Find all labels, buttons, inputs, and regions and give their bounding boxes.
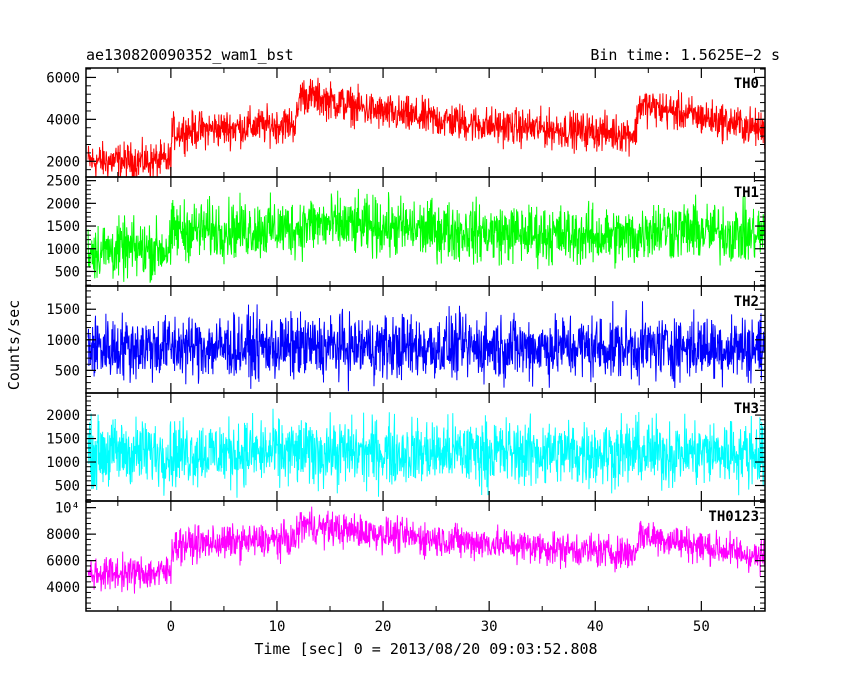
bin-time-label: Bin time: 1.5625E−2 s xyxy=(590,46,780,64)
y-tick-label-th0123: 10⁴ xyxy=(55,501,80,517)
x-tick-label: 0 xyxy=(167,619,175,635)
y-tick-label-th3: 2000 xyxy=(46,408,80,424)
series-line-th1 xyxy=(87,188,765,283)
panel-label-th3: TH3 xyxy=(734,401,759,417)
y-tick-label-th1: 2000 xyxy=(46,196,80,212)
y-tick-label-th0123: 4000 xyxy=(46,580,80,596)
y-tick-label-th0: 2000 xyxy=(46,154,80,170)
x-axis-label: Time [sec] 0 = 2013/08/20 09:03:52.808 xyxy=(254,640,597,658)
y-tick-label-th3: 500 xyxy=(55,479,80,495)
panel-label-th1: TH1 xyxy=(734,185,759,201)
x-tick-label: 50 xyxy=(693,619,710,635)
panel-th0123: 4000 6000 8000 10⁴ TH0123 xyxy=(46,500,766,612)
plot-title: ae130820090352_wam1_bst xyxy=(86,46,294,64)
y-tick-label-th3: 1000 xyxy=(46,455,80,471)
y-tick-label-th0: 6000 xyxy=(46,70,80,86)
series-line-th0 xyxy=(87,77,765,177)
y-tick-label-th2: 1000 xyxy=(46,333,80,349)
y-tick-label-th0123: 6000 xyxy=(46,554,80,570)
y-tick-label-th3: 1500 xyxy=(46,432,80,448)
y-tick-label-th1: 2500 xyxy=(46,174,80,190)
y-tick-label-th1: 1000 xyxy=(46,242,80,258)
y-tick-label-th2: 500 xyxy=(55,363,80,379)
panel-label-th0: TH0 xyxy=(734,76,759,92)
series-line-th2 xyxy=(87,301,765,392)
series-line-th3 xyxy=(87,408,765,498)
panel-label-th2: TH2 xyxy=(734,294,759,310)
panel-th2: 500 1000 1500 TH2 xyxy=(46,285,766,394)
panel-label-th0123: TH0123 xyxy=(708,509,759,525)
x-tick-label: 30 xyxy=(481,619,498,635)
x-tick-label: 40 xyxy=(587,619,604,635)
panel-frame-th0123 xyxy=(85,500,766,612)
x-tick-label: 20 xyxy=(375,619,392,635)
panel-th3: 500 1000 1500 2000 TH3 xyxy=(46,392,766,502)
y-tick-label-th2: 1500 xyxy=(46,302,80,318)
panel-th0: 2000 4000 6000 TH0 xyxy=(46,67,766,178)
y-tick-label-th0: 4000 xyxy=(46,112,80,128)
y-axis-label: Counts/sec xyxy=(5,300,23,390)
panel-th1: 500 1000 1500 2000 2500 TH1 xyxy=(46,174,766,287)
y-tick-label-th0123: 8000 xyxy=(46,527,80,543)
series-line-th0123 xyxy=(87,506,765,594)
y-tick-label-th1: 500 xyxy=(55,264,80,280)
y-tick-label-th1: 1500 xyxy=(46,219,80,235)
x-tick-label: 10 xyxy=(269,619,286,635)
